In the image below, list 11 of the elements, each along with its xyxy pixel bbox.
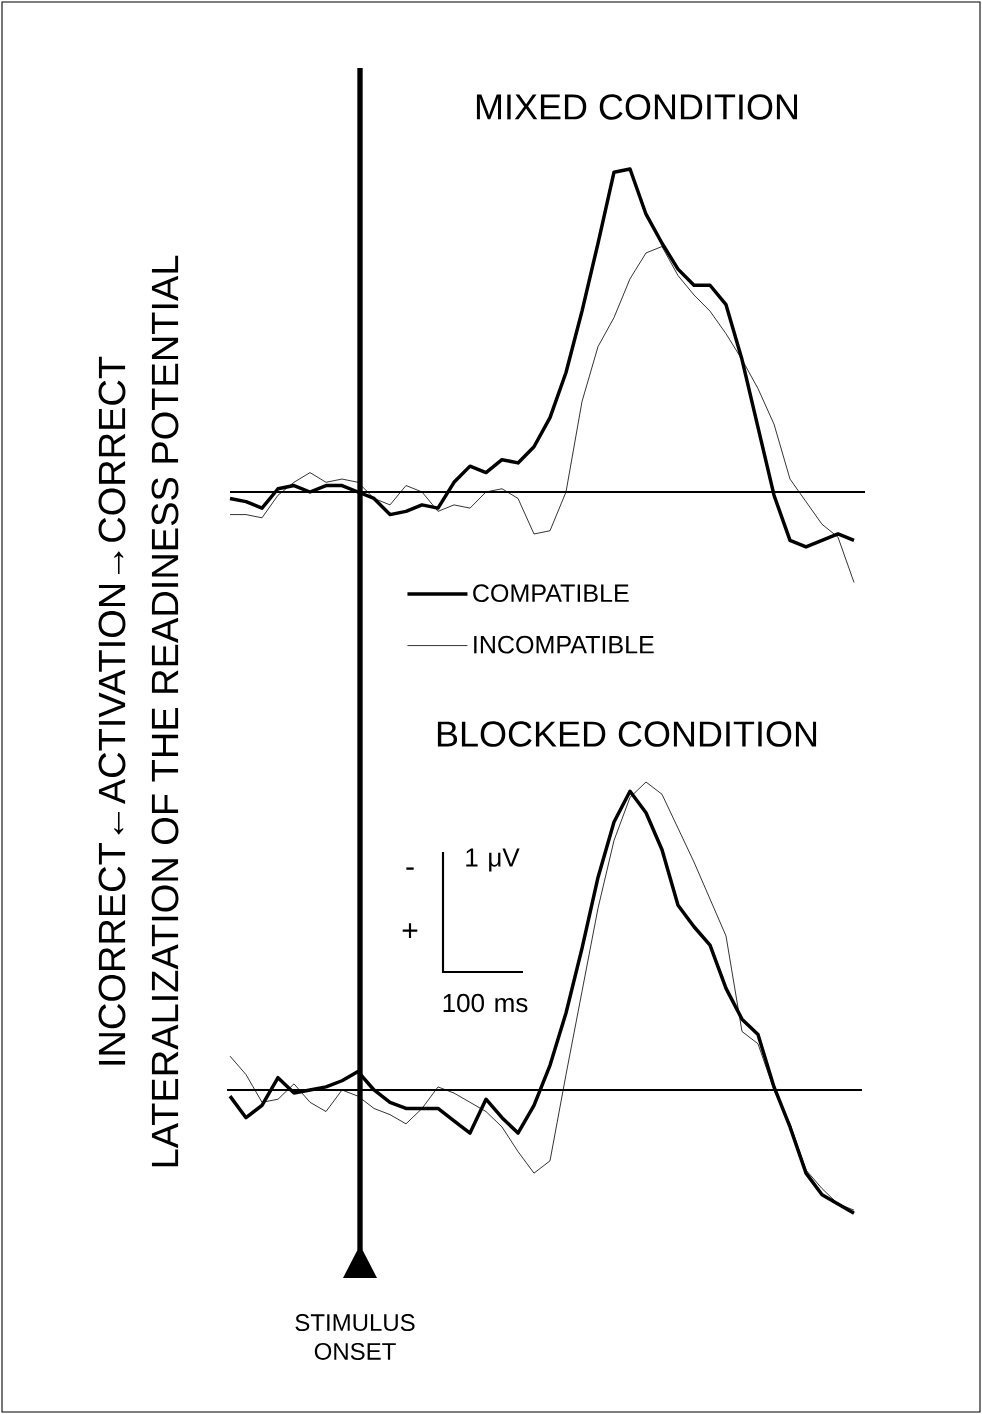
chart-title: MIXED CONDITION — [476, 94, 798, 120]
annotation: 100 ms — [443, 993, 528, 1013]
annotation: 1 μV — [466, 848, 520, 872]
y-axis-title: LATERALIZATION OF THE READINESS POTENTIAL — [151, 255, 179, 1167]
legend-label: INCOMPATIBLE — [474, 635, 654, 654]
legend-label: COMPATIBLE — [473, 584, 629, 603]
chart-title: BLOCKED CONDITION — [437, 721, 817, 747]
annotation: - — [406, 867, 414, 870]
y-axis-title: INCORRECT←ACTIVATION→CORRECT — [98, 356, 126, 1065]
annotation: + — [402, 923, 418, 939]
text: STIMULUS ONSET — [295, 1314, 415, 1360]
